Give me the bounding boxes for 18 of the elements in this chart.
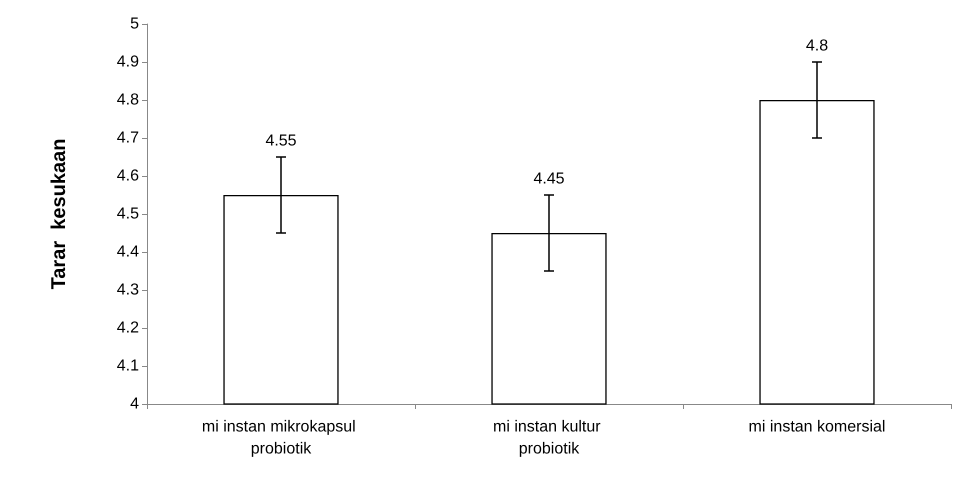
- y-tick-label: 4.9: [116, 54, 140, 70]
- x-tick-label: mi instan komersial: [748, 418, 886, 436]
- x-tick-label: mi instan kultur probiotik: [492, 418, 606, 458]
- y-tick-label: 4.8: [116, 92, 140, 108]
- data-label: 4.45: [533, 170, 565, 188]
- y-tick-label: 4: [130, 396, 140, 412]
- y-tick-label: 4.2: [116, 320, 140, 336]
- y-axis-title: Tarar kesukaan: [48, 138, 70, 290]
- y-tick-label: 4.5: [116, 206, 140, 222]
- data-label: 4.8: [806, 38, 828, 54]
- y-tick-label: 4.1: [116, 358, 140, 374]
- y-tick-label: 5: [130, 16, 140, 32]
- y-tick-label: 4.6: [116, 168, 140, 184]
- y-tick-label: 4.3: [116, 282, 140, 298]
- y-tick-label: 4.4: [116, 244, 140, 260]
- x-tick-label: mi instan mikrokapsul probiotik: [202, 418, 360, 458]
- data-label: 4.55: [265, 132, 297, 150]
- y-tick-label: 4.7: [116, 130, 140, 146]
